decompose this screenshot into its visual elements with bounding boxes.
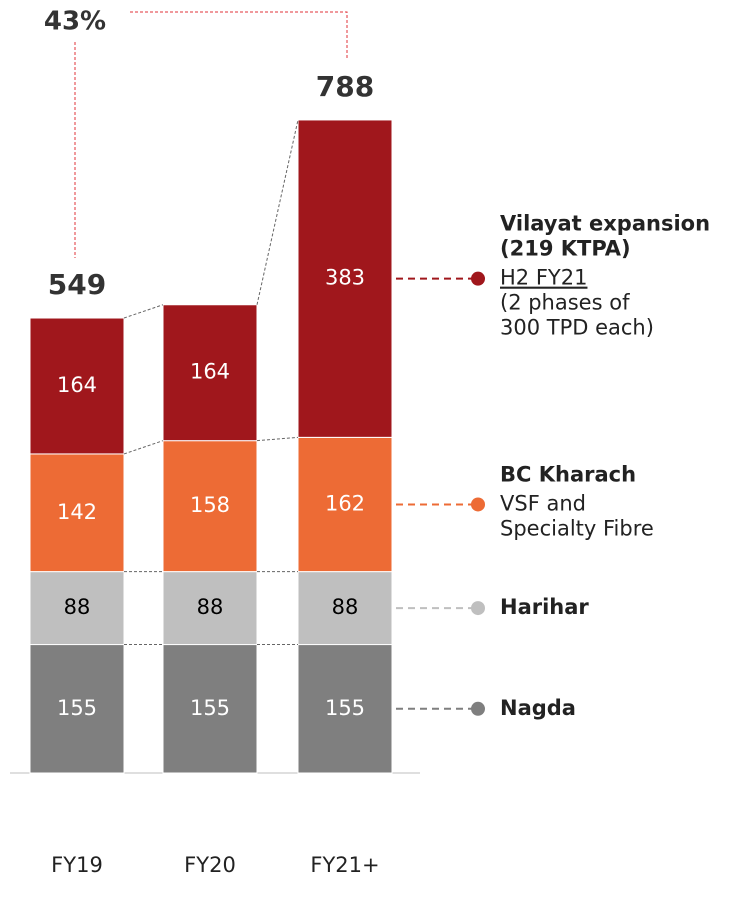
bar-segment xyxy=(162,304,258,442)
connector xyxy=(123,304,164,319)
segment-label: 164 xyxy=(190,360,230,384)
segment-label: 88 xyxy=(197,595,224,619)
growth-line xyxy=(74,11,348,259)
legend-marker xyxy=(471,271,485,286)
bar-segment xyxy=(162,440,258,573)
legend-name: Harihar xyxy=(500,595,589,619)
bar-segment xyxy=(162,571,258,646)
legend-name-line: Nagda xyxy=(500,696,576,720)
legend-name-line: BC Kharach xyxy=(500,462,636,486)
legend-marker xyxy=(471,497,485,512)
segment-label: 383 xyxy=(325,266,365,290)
bar-segment xyxy=(297,571,393,646)
bar-segment xyxy=(297,119,393,438)
segment-label: 88 xyxy=(332,595,359,619)
segment-label: 155 xyxy=(57,696,97,720)
legend-marker xyxy=(471,601,485,616)
segment-label: 88 xyxy=(64,595,91,619)
connector xyxy=(123,440,164,455)
legend-detail: H2 FY21 xyxy=(500,266,587,290)
legend-name-line: Vilayat expansion xyxy=(500,212,710,236)
bar-segment xyxy=(29,317,125,455)
growth-label: 43% xyxy=(44,7,106,37)
total-label: 788 xyxy=(316,70,374,103)
legend-name: Vilayat expansion (219 KTPA) xyxy=(500,212,710,261)
segment-label: 164 xyxy=(57,373,97,397)
bar-segment xyxy=(297,436,393,573)
segment-label: 155 xyxy=(190,696,230,720)
legend-name: Nagda xyxy=(500,696,576,720)
legend-name-line: Harihar xyxy=(500,595,589,619)
legend-detail: 300 TPD each) xyxy=(500,316,654,340)
bar-segment xyxy=(29,453,125,573)
segment-label: 155 xyxy=(325,696,365,720)
bar-segment xyxy=(162,644,258,774)
segment-label: 162 xyxy=(325,491,365,515)
connector xyxy=(256,436,299,442)
legend-detail: VSF and xyxy=(500,491,586,515)
bar-segment xyxy=(29,644,125,774)
legend-name: BC Kharach xyxy=(500,462,636,486)
bar-segment xyxy=(29,571,125,646)
x-tick-label: FY19 xyxy=(51,853,103,877)
legend-detail: (2 phases of xyxy=(500,291,630,315)
x-tick-label: FY20 xyxy=(184,853,236,877)
connector xyxy=(256,119,299,305)
legend-marker xyxy=(471,701,485,716)
legend-name-line: (219 KTPA) xyxy=(500,237,631,261)
segment-label: 142 xyxy=(57,500,97,524)
legend-detail: Specialty Fibre xyxy=(500,516,654,540)
total-label: 549 xyxy=(48,268,106,301)
x-tick-label: FY21+ xyxy=(310,853,379,877)
segment-label: 158 xyxy=(190,493,230,517)
